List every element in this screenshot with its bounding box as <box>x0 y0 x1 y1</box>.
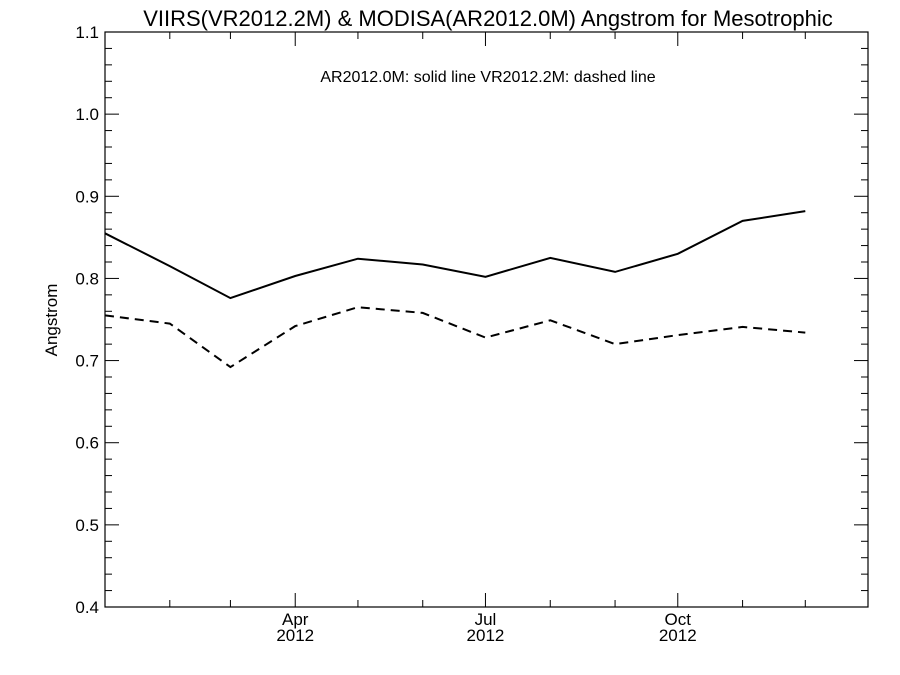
y-tick-label: 0.8 <box>75 269 99 288</box>
y-tick-label: 0.6 <box>75 434 99 453</box>
y-tick-label: 0.7 <box>75 352 99 371</box>
y-tick-label: 1.1 <box>75 23 99 42</box>
x-tick-label-month: Oct <box>665 610 692 629</box>
y-tick-label: 0.9 <box>75 187 99 206</box>
series-line-vr2012 <box>104 306 806 369</box>
x-tick-label-year: 2012 <box>659 626 697 645</box>
y-tick-label: 0.4 <box>75 598 99 617</box>
y-tick-label: 0.5 <box>75 516 99 535</box>
x-tick-label-month: Jul <box>475 610 497 629</box>
series-line-ar2012 <box>104 210 806 300</box>
chart-title: VIIRS(VR2012.2M) & MODISA(AR2012.0M) Ang… <box>143 6 833 31</box>
x-tick-label-year: 2012 <box>467 626 505 645</box>
series-lines <box>104 210 806 369</box>
y-tick-label: 1.0 <box>75 105 99 124</box>
x-tick-label-month: Apr <box>282 610 309 629</box>
axes: 0.40.50.60.70.80.91.01.1Apr2012Jul2012Oc… <box>75 23 868 645</box>
plot-frame <box>104 31 869 608</box>
y-axis-label: Angstrom <box>42 284 61 357</box>
legend-annotation: AR2012.0M: solid line VR2012.2M: dashed … <box>320 69 655 86</box>
x-tick-label-year: 2012 <box>276 626 314 645</box>
